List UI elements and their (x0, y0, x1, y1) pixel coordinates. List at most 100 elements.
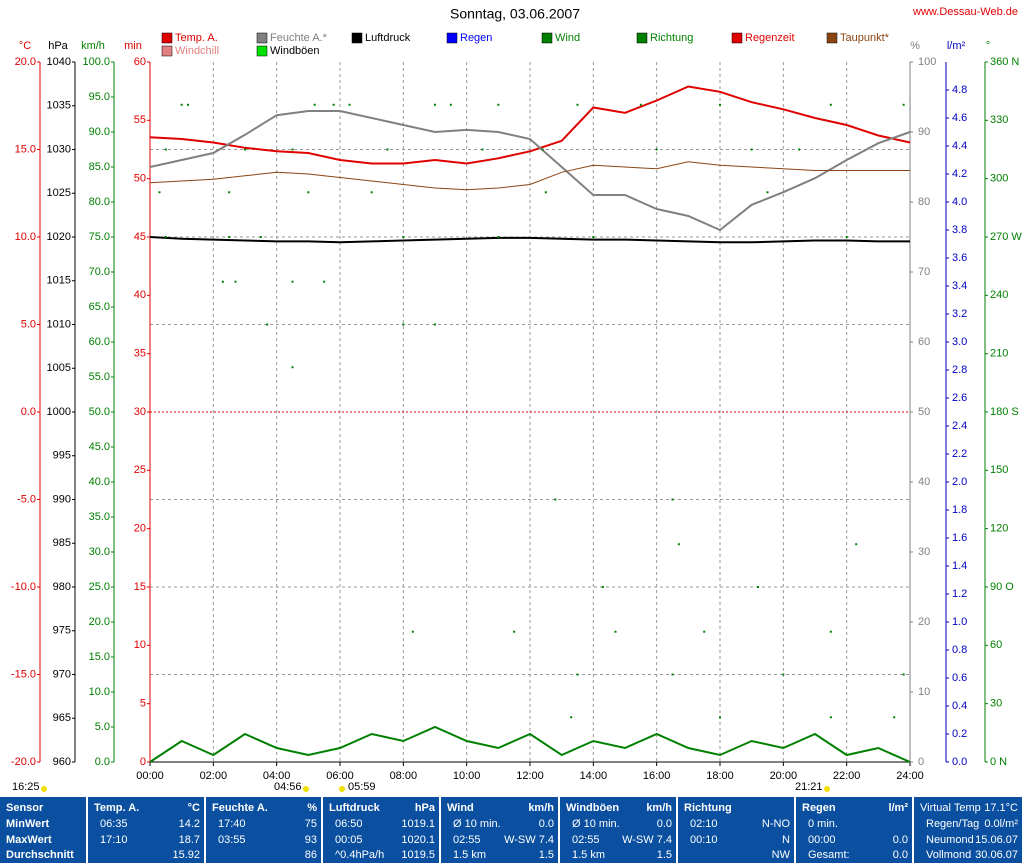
series-line (149, 85, 911, 165)
y-tick-label: 4.2 (952, 168, 967, 180)
column-unit: hPa (414, 802, 435, 814)
y-tick-label: 150 (990, 464, 1008, 476)
column-title: Richtung (684, 802, 732, 814)
legend-swatch (351, 32, 363, 44)
y-tick-label: 4.4 (952, 140, 967, 152)
cell-left: Regen/Tag (926, 818, 980, 830)
direction-dot (798, 148, 801, 151)
y-tick-label: 60 (134, 56, 146, 68)
direction-dot (481, 148, 484, 151)
y-tick-label: -5.0 (17, 493, 36, 505)
y-tick-label: 50 (918, 406, 930, 418)
y-tick-label: 300 (990, 173, 1008, 185)
cell-left: 06:50 (335, 818, 363, 830)
y-tick-label: 360 N (990, 56, 1019, 68)
cell-left: Vollmond (926, 849, 972, 861)
y-tick-label: 3.8 (952, 224, 967, 236)
cell-left: 1.5 km (572, 849, 606, 861)
direction-dot (291, 280, 294, 283)
cell-left: MaxWert (6, 834, 52, 846)
direction-dot (402, 323, 405, 326)
y-tick-label: 2.2 (952, 448, 967, 460)
direction-dot (228, 191, 231, 194)
direction-dot (855, 543, 858, 546)
y-tick-label: 0.6 (952, 672, 967, 684)
direction-dot (291, 366, 294, 369)
y-tick-label: 1025 (47, 187, 71, 199)
y-tick-label: 15 (134, 581, 146, 593)
direction-dot (655, 148, 658, 151)
y-tick-label: 90 O (990, 581, 1014, 593)
direction-dot (902, 673, 905, 676)
y-tick-label: 55.0 (89, 371, 110, 383)
sun-moon-icon (339, 786, 345, 792)
y-tick-label: 40.0 (89, 476, 110, 488)
direction-dot (221, 280, 224, 283)
cell-left: Ø 10 min. (572, 818, 620, 830)
axis-unit: hPa (48, 40, 68, 52)
y-tick-label: 20 (918, 616, 930, 628)
y-tick-label: 1040 (47, 56, 71, 68)
cell-left: 02:10 (690, 818, 718, 830)
direction-dot (782, 673, 785, 676)
cell-left: 02:55 (572, 834, 600, 846)
cell-left: 0 min. (808, 818, 838, 830)
y-tick-label: 15.0 (89, 651, 110, 663)
cell-right: 1019.1 (401, 818, 435, 830)
x-tick-label: 12:00 (516, 770, 544, 782)
y-tick-label: 40 (134, 289, 146, 301)
cell-right: 15.06.07 (975, 834, 1018, 846)
legend-swatch (731, 32, 743, 44)
direction-dot (266, 323, 269, 326)
y-tick-label: 70 (918, 266, 930, 278)
y-tick-label: 50 (134, 173, 146, 185)
y-tick-label: 270 W (990, 231, 1022, 243)
y-tick-label: 0.4 (952, 700, 967, 712)
column-title: Sensor (6, 802, 44, 814)
direction-dot (554, 498, 557, 501)
column-unit: 17.1°C (984, 802, 1018, 814)
cell-right: N (782, 834, 790, 846)
direction-dot (677, 543, 680, 546)
series-line (149, 161, 910, 191)
legend-swatch (446, 32, 458, 44)
y-tick-label: 60 (990, 639, 1002, 651)
cell-right: 0.0 (892, 849, 908, 861)
y-tick-label: 40 (918, 476, 930, 488)
direction-dot (497, 236, 500, 238)
x-tick-label: 24:00 (896, 770, 924, 782)
sun-moon-icon (303, 786, 309, 792)
y-tick-label: 240 (990, 289, 1008, 301)
x-tick-label: 00:00 (136, 770, 164, 782)
y-tick-label: 20.0 (15, 56, 36, 68)
sun-moon-icon (41, 786, 47, 792)
y-tick-label: 30.0 (89, 546, 110, 558)
y-tick-label: 990 (53, 493, 71, 505)
y-tick-label: 0 (918, 756, 924, 768)
y-tick-label: 30 (990, 698, 1002, 710)
cell-left: 00:00 (808, 834, 836, 846)
y-tick-label: 0.0 (95, 756, 110, 768)
y-tick-label: 1000 (47, 406, 71, 418)
y-tick-label: 2.8 (952, 364, 967, 376)
y-tick-label: 10.0 (15, 231, 36, 243)
legend-swatch (636, 32, 648, 44)
cell-right: N-NO (761, 818, 790, 830)
cell-right: 86 (304, 849, 317, 861)
direction-dot (291, 148, 294, 151)
y-tick-label: 90.0 (89, 126, 110, 138)
y-tick-label: 330 (990, 114, 1008, 126)
direction-dot (164, 236, 167, 238)
y-tick-label: 25.0 (89, 581, 110, 593)
cell-left: Neumond (926, 834, 974, 846)
cell-right: W-SW 7.4 (622, 834, 672, 846)
direction-dot (307, 191, 310, 194)
column-unit: °C (187, 802, 200, 814)
y-tick-label: 1.2 (952, 588, 967, 600)
y-tick-label: 5.0 (95, 721, 110, 733)
legend-swatch (541, 32, 553, 44)
table-column: Temp. A. °C 06:35 14.2 17:10 18.7 15.92 (88, 797, 204, 863)
direction-dot (386, 148, 389, 151)
cell-right: 0.0l/m² (984, 818, 1018, 830)
cell-left: 1.5 km (453, 849, 487, 861)
